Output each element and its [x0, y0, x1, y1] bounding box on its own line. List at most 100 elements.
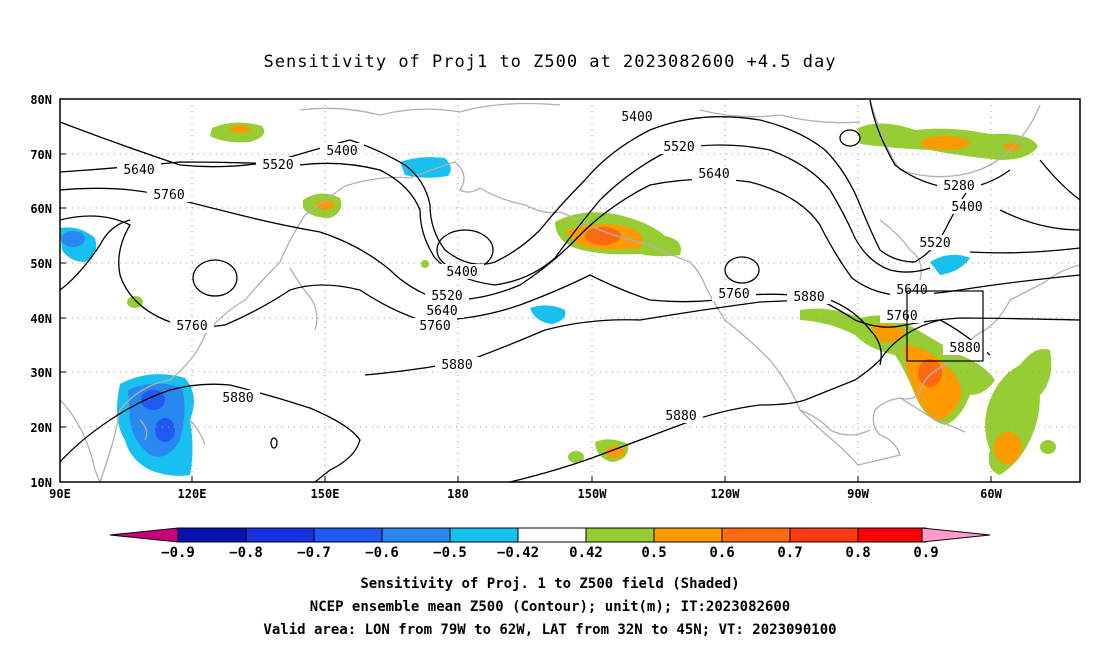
lon-label: 180: [447, 487, 469, 501]
coast-arctic-asia: [299, 102, 561, 116]
contour-label: 5280: [943, 179, 974, 194]
colorbar-label: 0.9: [913, 545, 938, 561]
lat-label: 70N: [30, 148, 52, 162]
shade-dateline-green: [421, 260, 429, 268]
coast-arctic-america: [699, 109, 861, 124]
colorbar-box: [381, 527, 451, 543]
contour-label: 5880: [949, 341, 980, 356]
colorbar-label: −0.42: [497, 545, 539, 561]
coast-north-america-east: [857, 264, 1080, 466]
contour-label: 5880: [441, 358, 472, 373]
shade-east-us-darkorange: [918, 359, 942, 387]
colorbar: −0.9 −0.8 −0.7 −0.6 −0.5 −0.42 0.42 0.5 0.6 0.7 0.…: [109, 527, 991, 561]
contour-label: 5520: [262, 158, 293, 173]
contour-label: 5520: [919, 236, 950, 251]
latitude-labels: 80N 70N 60N 50N 40N 30N 20N 10N: [30, 93, 52, 490]
colorbar-label: 0.6: [709, 545, 734, 561]
colorbar-box: [585, 527, 655, 543]
lon-label: 120E: [178, 487, 207, 501]
valid-area-box: [906, 290, 984, 362]
shade-scs-darkblue: [141, 390, 165, 410]
shade-alaska-darkorange: [585, 227, 621, 245]
lat-label: 60N: [30, 202, 52, 216]
colorbar-labels: −0.9 −0.8 −0.7 −0.6 −0.5 −0.42 0.42 0.5 0.6 0.7 0.…: [161, 545, 939, 561]
colorbar-label: 0.7: [777, 545, 802, 561]
contour-label: 5880: [793, 290, 824, 305]
lat-label: 50N: [30, 257, 52, 271]
contour-label: 5400: [951, 200, 982, 215]
contour-label: 5880: [665, 409, 696, 424]
lon-label: 90W: [847, 487, 869, 501]
colorbar-label: −0.9: [161, 545, 195, 561]
contour-label: 5400: [326, 144, 357, 159]
shade-bering-orange: [230, 125, 250, 133]
colorbar-label: 0.5: [641, 545, 666, 561]
longitude-labels: 90E 120E 150E 180 150W 120W 90W 60W: [49, 487, 1002, 501]
contour-label: 5520: [431, 289, 462, 304]
graticule: [60, 99, 1080, 482]
contour-label: 5640: [698, 167, 729, 182]
lat-label: 20N: [30, 421, 52, 435]
contour-label: 5880: [222, 391, 253, 406]
shade-greenland-orange: [920, 136, 970, 150]
contour-5520: [60, 144, 931, 286]
contour-5880-westpac: [60, 383, 361, 482]
contour-5400-east: [1039, 159, 1080, 201]
colorbar-box: [177, 527, 247, 543]
contour-5640-east: [969, 247, 1080, 254]
colorbar-box: [653, 527, 723, 543]
contour-label: 5640: [123, 163, 154, 178]
contour-label: 5760: [176, 319, 207, 334]
map-frame: [59, 98, 1081, 483]
colorbar-label: 0.8: [845, 545, 870, 561]
lon-label: 60W: [980, 487, 1002, 501]
colorbar-box: [313, 527, 383, 543]
contour-label: 5400: [446, 265, 477, 280]
contour-label: 5640: [426, 304, 457, 319]
colorbar-label: −0.5: [433, 545, 467, 561]
shade-china-green: [127, 296, 143, 308]
contour-label: 5760: [419, 319, 450, 334]
caption-line-3: Valid area: LON from 79W to 62W, LAT fro…: [263, 622, 836, 638]
caption-line-2: NCEP ensemble mean Z500 (Contour); unit(…: [310, 599, 790, 615]
colorbar-label: −0.8: [229, 545, 263, 561]
colorbar-box: [789, 527, 859, 543]
lat-label: 40N: [30, 312, 52, 326]
shade-hawaii-green-2: [568, 451, 584, 463]
lon-label: 120W: [711, 487, 741, 501]
shade-westasia-blue: [61, 231, 85, 247]
colorbar-label: −0.6: [365, 545, 399, 561]
contour-closed-gulf: [724, 256, 760, 284]
colorbar-box: [517, 527, 587, 543]
contour-5400: [60, 116, 976, 265]
colorbar-label: −0.7: [297, 545, 331, 561]
contour-label: 5760: [886, 309, 917, 324]
colorbar-box: [857, 527, 927, 543]
lat-label: 30N: [30, 366, 52, 380]
coast-greenland: [869, 99, 1041, 178]
contour-closed-north: [839, 129, 861, 147]
coast-mexico: [799, 409, 871, 436]
coastlines: [60, 99, 1080, 482]
coast-siberia: [304, 161, 481, 216]
colorbar-box: [721, 527, 791, 543]
coast-philippines: [189, 419, 206, 446]
contour-closed-west: [192, 259, 238, 297]
contour-label: 5520: [663, 140, 694, 155]
contour-label: 5400: [621, 110, 652, 125]
contour-5640: [60, 178, 961, 301]
figure-title: Sensitivity of Proj1 to Z500 at 20230826…: [264, 52, 837, 72]
lon-label: 150E: [311, 487, 340, 501]
shade-greenland-orange-2: [1004, 143, 1020, 151]
lat-label: 10N: [30, 476, 52, 490]
colorbar-label: 0.42: [569, 545, 603, 561]
lon-label: 150W: [578, 487, 608, 501]
shade-hawaii-orange: [605, 446, 625, 458]
caption-line-1: Sensitivity of Proj. 1 to Z500 field (Sh…: [360, 576, 739, 592]
contour-label: 5760: [718, 287, 749, 302]
coast-hudson-bay: [879, 219, 922, 281]
coast-caribbean: [899, 397, 966, 433]
contour-5520-east: [999, 209, 1080, 231]
shade-atlantic-orange: [994, 432, 1022, 464]
